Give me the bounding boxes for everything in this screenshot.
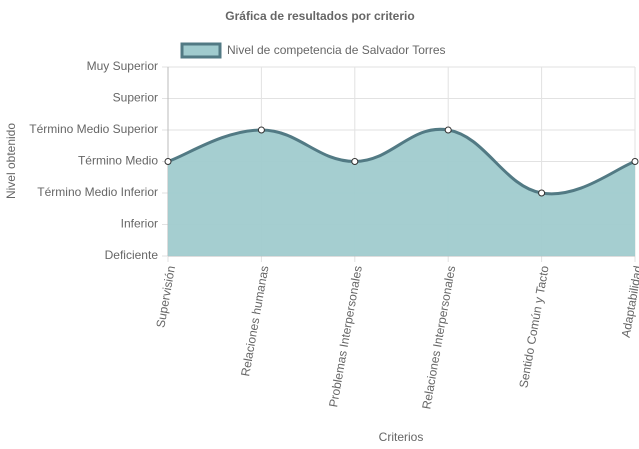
y-tick-label: Término Medio	[78, 154, 158, 168]
y-tick-label: Muy Superior	[87, 59, 158, 73]
line	[167, 127, 636, 196]
point	[538, 189, 546, 197]
y-tick-label: Término Medio Superior	[29, 122, 158, 136]
point	[257, 126, 265, 134]
point	[164, 158, 172, 165]
legend-label: Nivel de competencia de Salvador Torres	[227, 43, 446, 57]
x-tick-label: Relaciones humanas	[238, 265, 271, 378]
x-tick-label: Supervisión	[153, 265, 178, 329]
area	[168, 129, 635, 256]
x-tick-label: Relaciones Interpersonales	[419, 265, 458, 411]
legend-swatch	[180, 42, 222, 59]
x-tick-label: Sentido Común y Tacto	[516, 264, 551, 389]
y-tick-label: Superior	[113, 91, 158, 105]
x-tick-label: Adaptabilidad	[619, 265, 639, 339]
chart-title: Gráfica de resultados por criterio	[225, 9, 414, 23]
point	[444, 126, 452, 134]
y-tick-label: Término Medio Inferior	[37, 185, 158, 199]
y-tick-label: Inferior	[121, 217, 158, 231]
y-axis-label: Nivel obtenido	[4, 123, 18, 199]
x-tick-label: Problemas Interpersonales	[326, 265, 365, 409]
point	[351, 158, 359, 165]
x-axis-label: Criterios	[379, 430, 424, 444]
point	[631, 158, 639, 165]
y-tick-label: Deficiente	[105, 248, 159, 262]
